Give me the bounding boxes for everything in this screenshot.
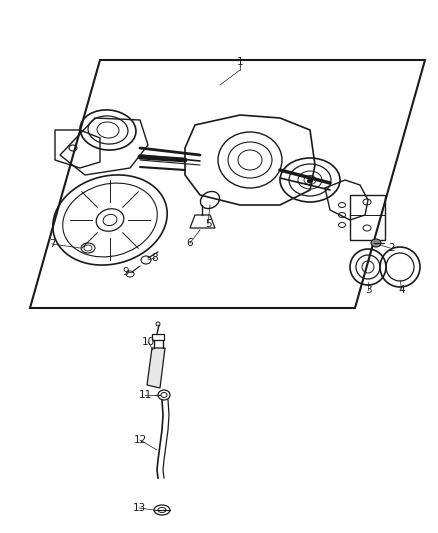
Text: 8: 8 <box>152 253 158 263</box>
Text: 10: 10 <box>141 337 155 347</box>
Text: 11: 11 <box>138 390 152 400</box>
Text: 9: 9 <box>123 267 129 277</box>
Text: 12: 12 <box>134 435 147 445</box>
Text: 13: 13 <box>132 503 145 513</box>
Text: 4: 4 <box>399 285 405 295</box>
Polygon shape <box>147 348 165 388</box>
Ellipse shape <box>307 179 312 183</box>
Text: 3: 3 <box>365 285 371 295</box>
Text: 1: 1 <box>237 57 244 67</box>
Text: 7: 7 <box>49 239 55 249</box>
Text: 6: 6 <box>187 238 193 248</box>
Text: 5: 5 <box>205 219 211 229</box>
Text: 2: 2 <box>389 243 396 253</box>
Ellipse shape <box>371 239 381 247</box>
